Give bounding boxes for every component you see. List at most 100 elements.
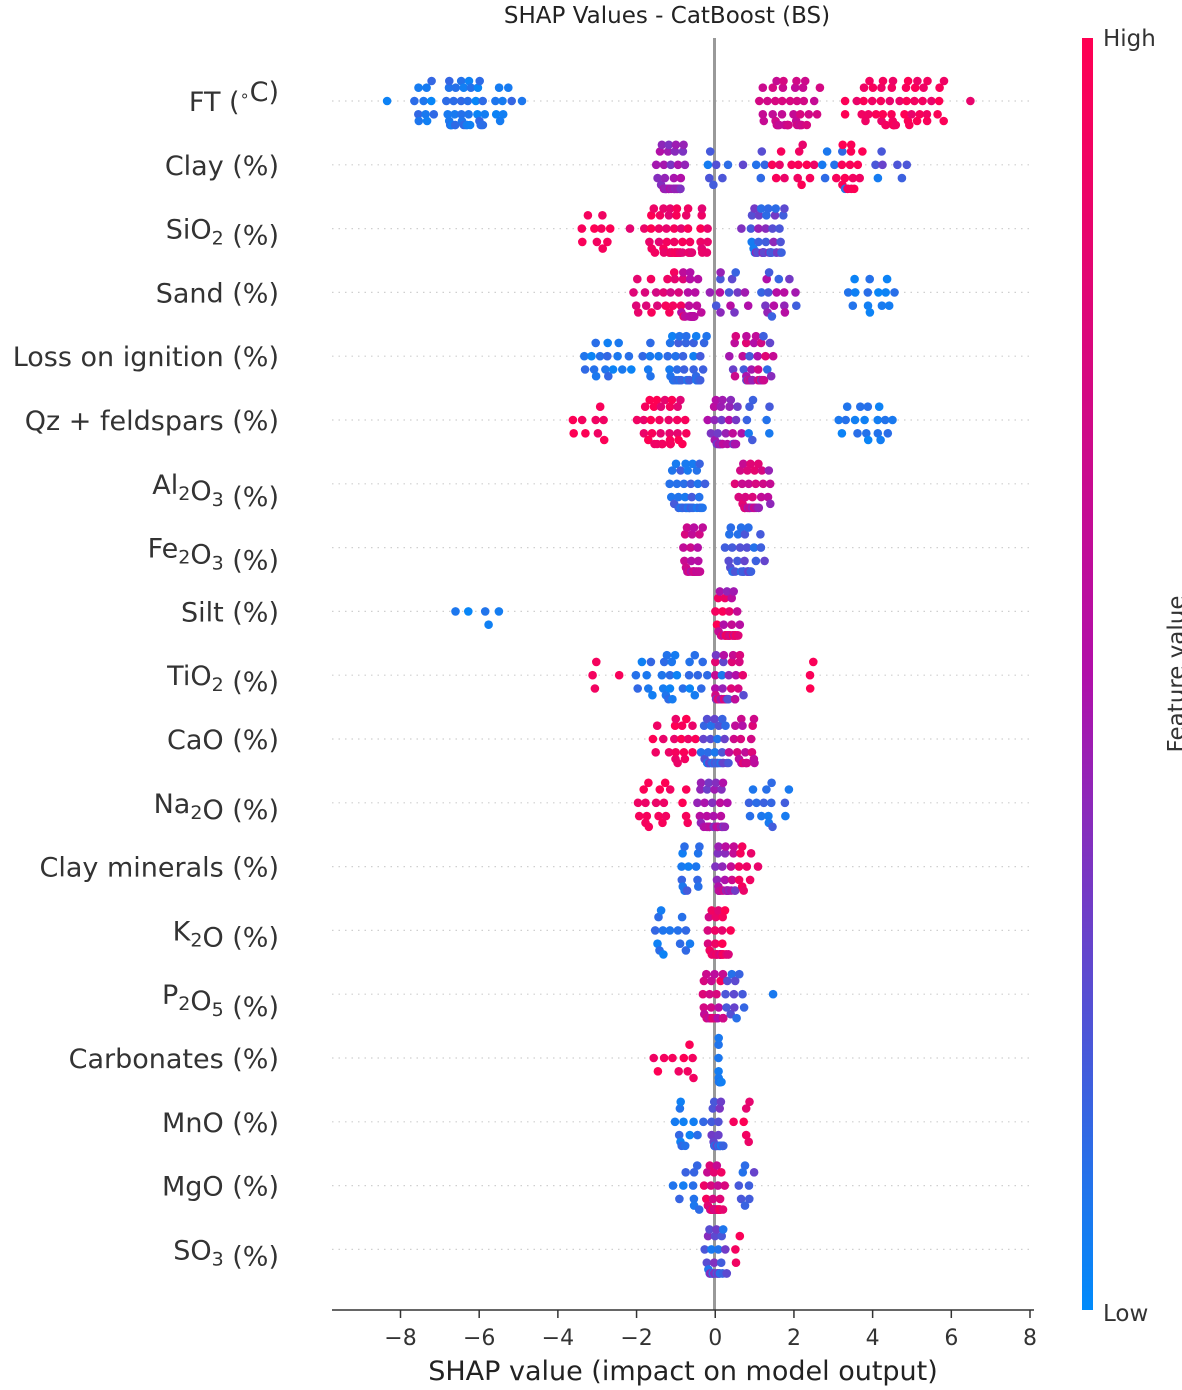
x-tick-label: −6 (463, 1326, 495, 1351)
shap-point (727, 543, 737, 552)
shap-point (738, 721, 747, 730)
shap-point (771, 204, 780, 213)
shap-point (767, 160, 777, 170)
shap-point (887, 110, 896, 119)
shap-point (863, 301, 873, 311)
shap-point (660, 173, 670, 183)
shap-point (709, 1168, 719, 1177)
shap-point (738, 160, 748, 170)
shap-point (672, 479, 682, 489)
shap-point (675, 331, 684, 341)
shap-point (463, 96, 473, 106)
shap-point (681, 459, 690, 469)
shap-point (785, 96, 795, 106)
shap-point (633, 274, 642, 284)
shap-point (759, 116, 769, 126)
shap-point (698, 365, 708, 374)
shap-point (809, 160, 819, 170)
shap-point (731, 268, 740, 277)
shap-point (689, 1117, 698, 1127)
shap-point (665, 402, 675, 412)
shap-point (605, 224, 615, 233)
shap-point (703, 1168, 712, 1177)
shap-point (717, 670, 727, 680)
shap-point (790, 83, 800, 92)
shap-point (859, 83, 869, 92)
shap-point (802, 160, 812, 170)
shap-point (691, 734, 700, 744)
shap-point (747, 365, 756, 374)
shap-point (649, 402, 659, 412)
shap-point (742, 543, 752, 552)
shap-point (663, 274, 672, 284)
shap-point (863, 402, 873, 412)
shap-point (895, 96, 904, 106)
shap-point (484, 620, 493, 629)
shap-point (683, 734, 693, 744)
shap-point (741, 748, 750, 757)
shap-point (883, 429, 893, 438)
shap-point (604, 371, 613, 381)
shap-point (672, 415, 682, 425)
shap-point (735, 1231, 745, 1241)
shap-point (580, 351, 589, 361)
shap-point (693, 479, 703, 489)
shap-point (907, 110, 916, 119)
shap-point (730, 886, 740, 895)
shap-point (744, 798, 754, 808)
shap-point (464, 607, 473, 616)
shap-point (685, 1130, 695, 1140)
shap-point (681, 211, 691, 220)
shap-point (679, 748, 689, 757)
shap-point (689, 1168, 699, 1177)
shap-point (736, 849, 745, 858)
shap-point (918, 96, 927, 106)
shap-point (864, 110, 873, 119)
shap-point (676, 173, 686, 183)
shap-point (754, 503, 764, 513)
shap-point (731, 439, 741, 449)
shap-point (718, 862, 727, 871)
shap-point (681, 785, 691, 794)
shap-point (730, 479, 740, 489)
shap-point (749, 543, 759, 552)
shap-point (747, 211, 757, 220)
shap-point (776, 147, 786, 156)
shap-point (840, 96, 850, 106)
shap-point (691, 862, 701, 871)
shap-point (812, 110, 822, 119)
shap-point (730, 338, 739, 348)
shap-point (805, 173, 815, 183)
shap-point (867, 96, 877, 106)
shap-point (793, 173, 802, 183)
shap-point (700, 798, 709, 808)
shap-point (465, 120, 475, 130)
shap-point (665, 308, 674, 317)
shap-point (670, 721, 680, 730)
shap-point (842, 402, 852, 412)
shap-point (639, 429, 649, 438)
shap-point (802, 120, 812, 130)
shap-point (633, 308, 643, 317)
shap-point (634, 811, 644, 821)
shap-point (668, 301, 678, 311)
shap-point (734, 492, 743, 502)
shap-point (679, 1117, 688, 1127)
shap-point (730, 1003, 739, 1012)
shap-point (718, 778, 728, 788)
shap-point (840, 110, 850, 119)
shap-point (680, 160, 690, 170)
shap-point (741, 492, 750, 502)
shap-point (683, 1067, 692, 1076)
shap-point (733, 556, 742, 566)
shap-point (624, 351, 634, 361)
shap-point (650, 248, 660, 257)
shap-point (625, 224, 635, 233)
shap-point (734, 875, 744, 885)
shap-point (494, 607, 504, 616)
shap-point (507, 96, 516, 106)
shap-point (756, 204, 766, 213)
shap-point (759, 375, 769, 385)
shap-point (595, 351, 605, 361)
